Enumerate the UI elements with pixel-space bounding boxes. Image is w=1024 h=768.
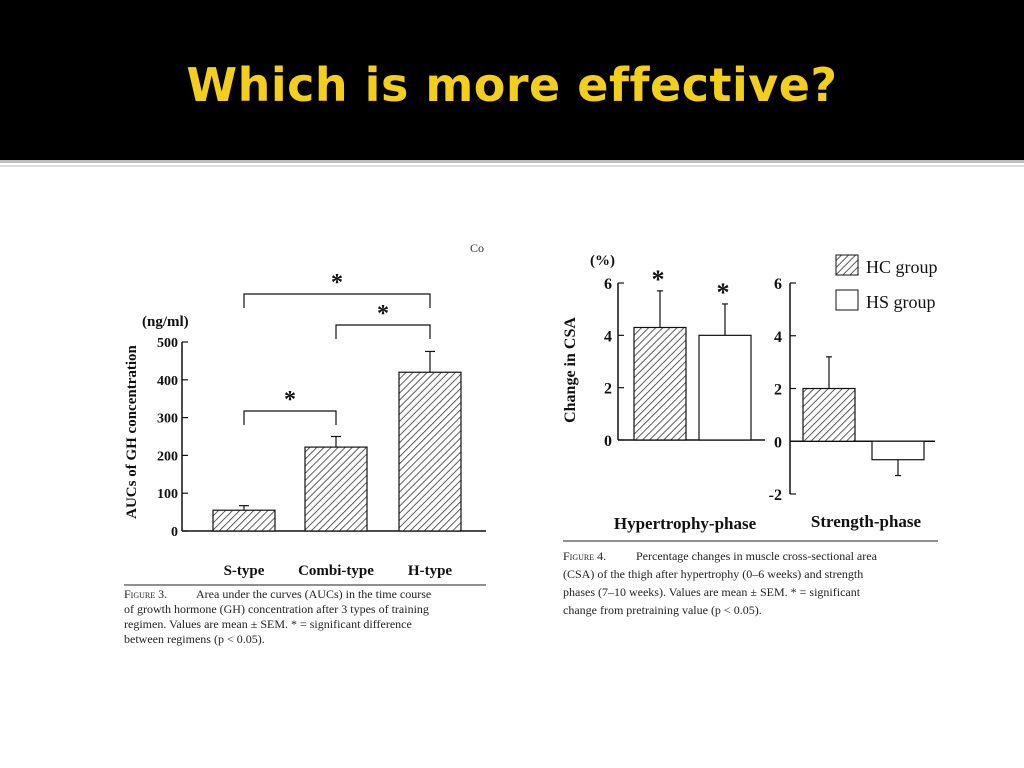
- figure4-caption-line-1: Percentage changes in muscle cross-secti…: [636, 549, 878, 563]
- figure4-y-tick-label: 0: [774, 434, 782, 451]
- figure4-caption-line-4: change from pretraining value (p < 0.05)…: [563, 603, 762, 617]
- legend-swatch-hs: [835, 289, 859, 311]
- figure4-y-tick-label: 2: [774, 382, 782, 399]
- figure3-y-tick-label: 200: [157, 449, 178, 464]
- figure3: Co (ng/ml) AUCs of GH concentration 0 100…: [124, 241, 486, 646]
- figure4-significance-star: *: [652, 265, 665, 294]
- header-divider: [0, 160, 1024, 163]
- figure4-y-tick-label: 6: [774, 276, 782, 293]
- figure3-marks: * * *: [212, 270, 462, 532]
- figure4-significance-star: *: [717, 278, 730, 307]
- figure4-caption-line-2: (CSA) of the thigh after hypertrophy (0–…: [563, 567, 863, 581]
- figure3-bar: [304, 446, 368, 532]
- figure4-phase-label: Hypertrophy-phase: [614, 514, 757, 533]
- figure3-caption-line-2: of growth hormone (GH) concentration aft…: [124, 602, 429, 616]
- figure3-caption-line-4: between regimens (p < 0.05).: [124, 632, 265, 646]
- figure4-y-axis-title: Change in CSA: [562, 317, 579, 423]
- figure3-caption-line-3: regimen. Values are mean ± SEM. * = sign…: [124, 617, 412, 631]
- figure4-bar: [802, 387, 856, 442]
- figure3-y-tick-label: 400: [157, 374, 178, 389]
- figure4: (%) Change in CSA 0 2 4 6 Hypertrophy-phase-…: [562, 253, 938, 617]
- figure4-caption-label: Figure 4.: [563, 549, 606, 563]
- figure4-bar: [871, 440, 925, 461]
- figure3-bar: [398, 371, 462, 532]
- figure4-bar: [633, 326, 687, 441]
- legend-label-hs: HS group: [866, 292, 936, 312]
- figure3-axes: 0 100 200 300 400 500 S-type Combi-type H-type: [157, 336, 486, 579]
- figure3-y-tick-label: 300: [157, 412, 178, 427]
- figure3-bar: [212, 509, 276, 532]
- header-divider-light: [0, 165, 1024, 167]
- figure4-y-tick-label: 0: [604, 433, 612, 450]
- figure3-y-axis-title: AUCs of GH concentration: [124, 344, 140, 518]
- legend-swatch-hc: [835, 254, 859, 276]
- figure4-marks: * *: [633, 265, 925, 477]
- figure3-caption-line-1: Area under the curves (AUCs) in the time…: [196, 587, 431, 601]
- slide-title: Which is more effective?: [186, 58, 838, 112]
- figure4-y-tick-label: 4: [604, 328, 612, 345]
- figure4-legend: HC group HS group: [835, 254, 938, 312]
- figure3-y-tick-label: 100: [157, 487, 178, 502]
- figure3-corner-text: Co: [470, 241, 484, 255]
- figure3-unit-label: (ng/ml): [142, 314, 189, 330]
- figure3-x-tick-label: H-type: [408, 563, 453, 579]
- figure3-significance-star: *: [377, 301, 389, 327]
- figure3-y-tick-label: 500: [157, 336, 178, 351]
- figure4-y-tick-label: 4: [774, 329, 782, 346]
- figure3-x-tick-label: Combi-type: [298, 563, 374, 579]
- slide-header: [0, 0, 1024, 160]
- figure4-y-tick-label: 6: [604, 276, 612, 293]
- figure4-bar: [698, 334, 752, 441]
- figure4-axes: 0 2 4 6 Hypertrophy-phase -2 0 2 4 6 Strength-phas…: [604, 276, 935, 533]
- figure4-y-tick-label: -2: [769, 487, 782, 504]
- figure4-unit-label: (%): [590, 253, 615, 269]
- figure3-caption-label: Figure 3.: [124, 587, 167, 601]
- legend-label-hc: HC group: [866, 257, 938, 277]
- figure3-significance-bracket: [243, 410, 337, 425]
- figure4-y-tick-label: 2: [604, 381, 612, 398]
- figure3-y-tick-label: 0: [171, 525, 178, 540]
- figure3-significance-star: *: [331, 270, 343, 296]
- figure3-x-tick-label: S-type: [224, 563, 265, 579]
- figure3-significance-star: *: [284, 387, 296, 413]
- figure3-significance-bracket: [243, 293, 431, 308]
- figure4-caption-line-3: phases (7–10 weeks). Values are mean ± S…: [563, 585, 861, 599]
- figure3-significance-bracket: [335, 324, 431, 339]
- figure4-phase-label: Strength-phase: [811, 512, 922, 531]
